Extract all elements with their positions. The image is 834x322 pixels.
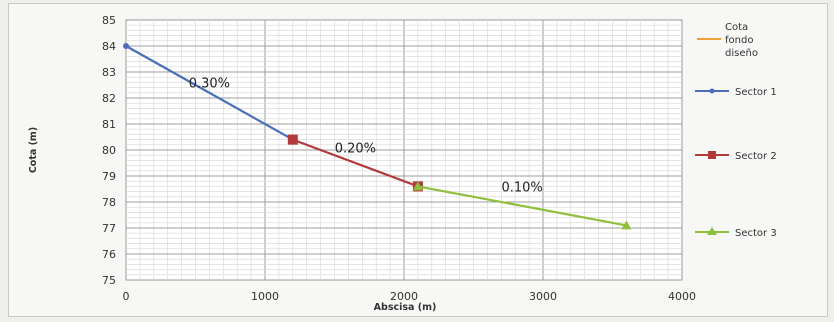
legend-marker-sector-2	[708, 151, 716, 159]
x-axis-title: Abscisa (m)	[374, 302, 437, 313]
slope-label: 0.10%	[501, 181, 542, 196]
slope-label: 0.20%	[335, 142, 376, 157]
series-line-2	[292, 138, 419, 188]
series-point-1	[123, 43, 129, 49]
slope-label: 0.30%	[189, 77, 230, 92]
x-tick-label: 2000	[390, 290, 418, 303]
y-tick-label: 79	[102, 170, 116, 183]
y-tick-label: 80	[102, 144, 116, 157]
slope-annotations: 0.30% 0.20% 0.10%	[189, 77, 543, 196]
y-tick-label: 76	[102, 248, 116, 261]
legend-label-sector-3: Sector 3	[735, 228, 777, 239]
y-tick-label: 83	[102, 66, 116, 79]
legend-marker-sector-1	[709, 88, 715, 94]
series-point-3	[412, 181, 423, 191]
y-tick-label: 78	[102, 196, 116, 209]
y-tick-label: 84	[102, 40, 116, 53]
legend-marker-sector-3	[707, 227, 717, 235]
y-axis-title: Cota (m)	[28, 127, 39, 173]
legend: Cota fondo diseño Sector 1 Sector 2 Sect…	[695, 22, 777, 239]
series-line-3	[417, 185, 627, 227]
y-tick-label: 82	[102, 92, 116, 105]
x-tick-labels: 0 1000 2000 3000 4000	[123, 290, 697, 303]
y-tick-labels: 75 76 77 78 79 80 81 82 83 84 85	[102, 14, 116, 287]
legend-label-cota: Cota fondo diseño	[725, 22, 758, 59]
series-point-3	[621, 220, 632, 230]
x-tick-label: 1000	[251, 290, 279, 303]
y-tick-label: 81	[102, 118, 116, 131]
legend-label-sector-2: Sector 2	[735, 151, 777, 162]
x-tick-label: 3000	[529, 290, 557, 303]
grid	[126, 20, 682, 280]
legend-label-sector-1: Sector 1	[735, 87, 777, 98]
chart-frame: 0 1000 2000 3000 4000 75 76 77 78 79 80 81 82 83 84 85…	[8, 3, 828, 317]
x-tick-label: 0	[123, 290, 130, 303]
y-tick-label: 77	[102, 222, 116, 235]
y-tick-label: 75	[102, 274, 116, 287]
y-tick-label: 85	[102, 14, 116, 27]
profile-chart: 0 1000 2000 3000 4000 75 76 77 78 79 80 81 82 83 84 85…	[28, 14, 777, 313]
x-tick-label: 4000	[668, 290, 696, 303]
series-point-2	[287, 134, 298, 145]
series-line-1	[125, 45, 294, 141]
series-group	[123, 43, 632, 230]
